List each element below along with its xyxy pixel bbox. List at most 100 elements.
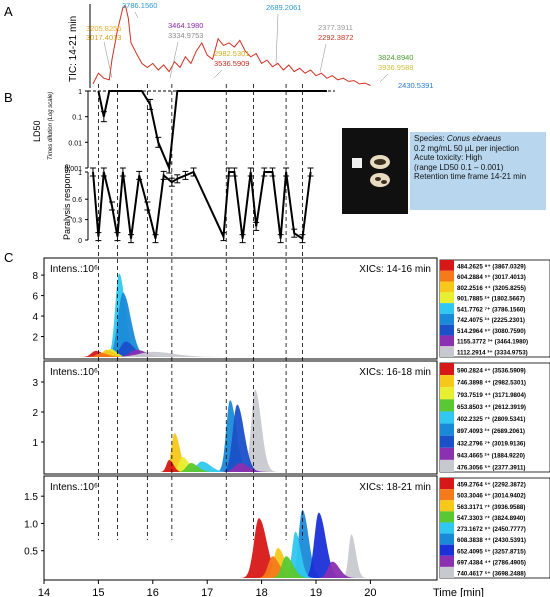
x-tick-label: 17 [201, 587, 213, 597]
toxicity-line: Acute toxicity: High [414, 153, 483, 163]
x-axis-label: Time [min] [433, 587, 484, 597]
xic-legend-swatch [440, 459, 454, 472]
xic-frame [43, 360, 438, 475]
panel-label-c: C [4, 250, 13, 265]
panel-label-b: B [4, 90, 13, 105]
tic-annotation-leader [213, 69, 223, 79]
tic-annotation: 3536.5909 [214, 59, 249, 68]
xic-tick-label: 6 [32, 292, 38, 303]
tic-annotation: 2689.2061 [266, 3, 301, 12]
tic-annotation: 2982.5301 [214, 49, 249, 58]
xic-legend-entry: 1112.2914 ³⁺ (3334.9753) [457, 350, 528, 357]
ld50-ylabel: LD50 [32, 120, 42, 142]
xic-legend-entry: 459.2764 ⁵⁺ (2292.3872) [457, 482, 526, 489]
tic-annotation-leader [134, 11, 139, 19]
xic-intensity-label: Intens.:10⁶ [50, 367, 98, 378]
x-tick-label: 16 [147, 587, 159, 597]
dashed-guides [98, 84, 303, 540]
toxicity-panel: 1 0.1 0.01 0.001 LD50 Times dilution (Log sca… [32, 89, 335, 245]
xic-legend-swatch [440, 447, 454, 460]
xic-legend-entry: 793.7519 ⁴⁺ (3171.9804) [457, 392, 526, 399]
tic-annotation: 3786.1560 [122, 1, 157, 10]
xic-tick-label: 8 [32, 271, 38, 282]
xic-legend-swatch [440, 292, 454, 304]
xic-tick-label: 1 [32, 438, 38, 449]
xic-peak [98, 351, 235, 357]
xic-legend-swatch [440, 411, 454, 424]
xic-legend-swatch [440, 566, 454, 578]
xic-tick-label: 2 [32, 408, 38, 419]
x-tick-label: 20 [364, 587, 376, 597]
x-tick-label: 15 [92, 587, 104, 597]
xic-legend-entry: 746.3898 ⁴⁺ (2982.5301) [457, 380, 526, 387]
xic-peak [219, 404, 264, 472]
tic-annotation: 3017.4013 [86, 33, 121, 42]
xic-peak [301, 512, 345, 578]
ld50-line [97, 90, 327, 172]
tic-annotation-leader [319, 43, 327, 73]
panel-label-a: A [4, 4, 13, 19]
xic-legend-entry: 901.7885 ²⁺ (1802.5667) [457, 296, 525, 303]
xic-legend-entry: 541.7762 ⁷⁺ (3786.1560) [457, 306, 525, 313]
xic-legend-swatch [440, 399, 454, 412]
xic-legend-entry: 432.2796 ⁷⁺ (3019.9136) [457, 440, 525, 447]
xic-legend-swatch [440, 363, 454, 376]
xic-tick-label: 1.5 [24, 492, 38, 503]
xic-legend-swatch [440, 522, 454, 534]
paralysis-line [92, 170, 312, 241]
xic-peak [83, 352, 128, 357]
xic-legend-swatch [440, 387, 454, 400]
xic-tick-label: 0.5 [24, 547, 38, 558]
xic-legend-swatch [440, 324, 454, 336]
xic-legend-frame [439, 477, 550, 579]
time-frame-line: Retention time frame 14-21 min [414, 172, 527, 182]
tic-annotation: 2430.5391 [398, 81, 433, 90]
xic-intensity-label: Intens.:10⁶ [50, 482, 98, 493]
tic-annotation: 2292.3872 [318, 33, 353, 42]
xic-peak [167, 457, 206, 472]
xic-legend-entry: 476.3056 ⁵⁺ (2377.3911) [457, 465, 525, 472]
tic-annotation: 3205.8255 [86, 24, 121, 33]
paralysis-tick-label: 0.3 [72, 218, 82, 225]
xic-legend-swatch [440, 335, 454, 347]
x-tick-label: 14 [38, 587, 50, 597]
xic-legend-swatch [440, 260, 454, 271]
xic-tick-label: 1.0 [24, 519, 38, 530]
tic-annotation: 2377.3911 [318, 23, 353, 32]
xic-legend-swatch [440, 533, 454, 545]
xic-legend-entry: 273.1672 ⁹⁺ (2450.7777) [457, 526, 526, 533]
xic-tick-label: 3 [32, 378, 38, 389]
xic-legend-swatch [440, 375, 454, 388]
xic-legend-swatch [440, 303, 454, 314]
xic-legend-swatch [440, 544, 454, 556]
xic-legend-swatch [440, 500, 454, 512]
xic-tick-label: 4 [32, 312, 38, 323]
xic-panels: Intens.:10⁶ XICs: 14-16 min 2 4 6 8 484.2625 ⁸… [24, 257, 550, 581]
xic-title: XICs: 16-18 min [359, 367, 431, 378]
x-tick-label: 19 [310, 587, 322, 597]
time-axis: 14 15 16 17 18 19 20 Time [min] [38, 580, 484, 597]
tic-annotation-leader [275, 13, 279, 65]
xic-title: XICs: 18-21 min [359, 482, 431, 493]
xic-tick-label: 2 [32, 333, 38, 344]
xic-legend-entry: 802.2516 ⁴⁺ (3205.8255) [457, 285, 526, 292]
xic-legend-entry: 652.4095 ⁵⁺ (3257.8715) [457, 548, 526, 555]
xic-peak [173, 463, 217, 472]
xic-peak [268, 556, 313, 578]
tic-annotation: 3334.9753 [168, 31, 203, 40]
xic-peak [239, 518, 289, 578]
tic-annotation: 3464.1980 [168, 21, 203, 30]
xic-legend-entry: 608.3838 ⁴⁺ (2430.5391) [457, 537, 526, 544]
ld50-tick-label: 1 [78, 89, 82, 96]
ld50-range-line: (range LD50 0.1 – 0.001) [414, 162, 504, 172]
xic-legend-swatch [440, 423, 454, 436]
xic-legend-entry: 590.2824 ⁶⁺ (3536.5909) [457, 368, 526, 375]
xic-legend-entry: 402.2325 ⁷⁺ (2809.5341) [457, 416, 525, 423]
xic-legend-swatch [440, 346, 454, 357]
dose-line: 0.2 mg/mL 50 µL per injection [414, 143, 519, 153]
xic-legend-entry: 604.2884 ⁵⁺ (3017.4013) [457, 274, 526, 281]
tic-annotation: 3936.9588 [378, 63, 413, 72]
xic-legend-swatch [440, 489, 454, 501]
